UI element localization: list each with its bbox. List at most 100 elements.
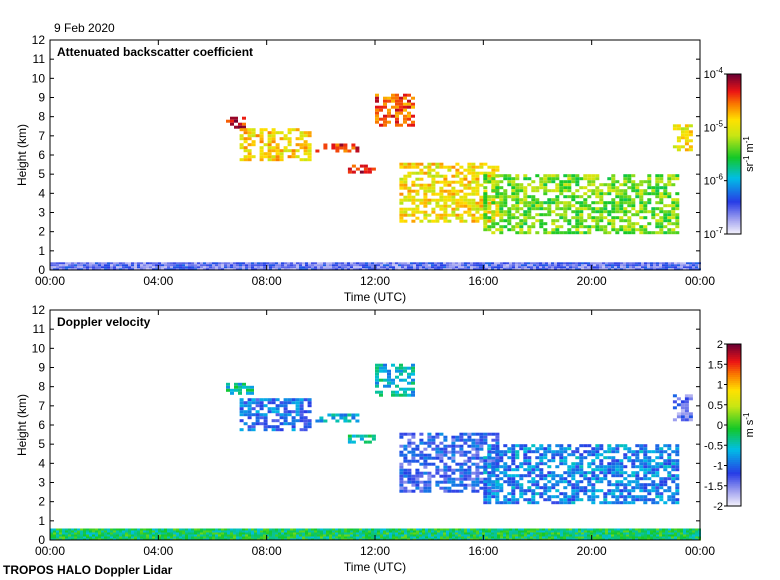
heatmap-cell xyxy=(427,480,432,484)
heatmap-cell xyxy=(523,462,528,466)
heatmap-cell xyxy=(521,264,524,267)
heatmap-cell xyxy=(487,432,492,436)
heatmap-cell xyxy=(247,401,252,405)
heatmap-cell xyxy=(471,471,476,475)
heatmap-cell xyxy=(665,536,668,539)
heatmap-cell xyxy=(665,532,668,535)
heatmap-cell xyxy=(238,125,242,129)
heatmap-cell xyxy=(461,262,464,265)
heatmap-cell xyxy=(471,477,476,481)
heatmap-cell xyxy=(671,204,676,208)
heatmap-cell xyxy=(575,528,578,531)
heatmap-cell xyxy=(137,530,140,533)
heatmap-cell xyxy=(439,189,444,193)
heatmap-cell xyxy=(523,468,528,472)
heatmap-cell xyxy=(299,528,302,531)
heatmap-cell xyxy=(551,210,556,214)
heatmap-cell xyxy=(555,489,560,493)
heatmap-cell xyxy=(242,382,246,386)
heatmap-cell xyxy=(595,189,600,193)
heatmap-cell xyxy=(443,207,448,211)
heatmap-cell xyxy=(555,189,560,193)
heatmap-feature-cloud xyxy=(375,93,415,127)
heatmap-cell xyxy=(287,264,290,267)
heatmap-cell xyxy=(338,266,341,269)
heatmap-cell xyxy=(555,465,560,469)
heatmap-cell xyxy=(459,189,464,193)
colorbar-segment xyxy=(727,368,741,371)
heatmap-cell xyxy=(507,174,512,178)
heatmap-cell xyxy=(675,498,680,502)
heatmap-cell xyxy=(545,264,548,267)
heatmap-cell xyxy=(647,201,652,205)
heatmap-cell xyxy=(650,530,653,533)
heatmap-cell xyxy=(611,183,616,187)
heatmap-cell xyxy=(675,468,680,472)
heatmap-cell xyxy=(411,450,416,454)
heatmap-cell xyxy=(551,180,556,184)
heatmap-cell xyxy=(663,189,668,193)
heatmap-cell xyxy=(643,477,648,481)
colorbar-segment xyxy=(727,433,741,436)
heatmap-cell xyxy=(407,266,410,269)
heatmap-cell xyxy=(275,428,280,432)
heatmap-cell xyxy=(203,262,206,265)
heatmap-cell xyxy=(671,201,676,205)
heatmap-cell xyxy=(611,465,616,469)
heatmap-cell xyxy=(176,268,179,271)
heatmap-cell xyxy=(423,201,428,205)
heatmap-cell xyxy=(591,489,596,493)
heatmap-cell xyxy=(447,219,452,223)
heatmap-cell xyxy=(311,266,314,269)
heatmap-cell xyxy=(470,264,473,267)
heatmap-cell xyxy=(427,435,432,439)
heatmap-cell xyxy=(467,477,472,481)
heatmap-cell xyxy=(224,266,227,269)
heatmap-cell xyxy=(627,219,632,223)
x-tick-label: 00:00 xyxy=(35,274,65,288)
heatmap-cell xyxy=(296,536,299,539)
heatmap-cell xyxy=(575,447,580,451)
heatmap-cell xyxy=(410,530,413,533)
heatmap-cell xyxy=(317,264,320,267)
heatmap-cell xyxy=(230,388,234,392)
heatmap-cell xyxy=(575,177,580,181)
heatmap-cell xyxy=(675,213,680,217)
heatmap-cell xyxy=(563,498,568,502)
heatmap-cell xyxy=(559,183,564,187)
heatmap-cell xyxy=(403,219,408,223)
heatmap-cell xyxy=(83,266,86,269)
heatmap-cell xyxy=(527,177,532,181)
heatmap-cell xyxy=(479,268,482,271)
heatmap-cell xyxy=(551,453,556,457)
heatmap-cell xyxy=(686,266,689,269)
heatmap-cell xyxy=(579,462,584,466)
heatmap-cell xyxy=(331,146,336,150)
heatmap-cell xyxy=(423,456,428,460)
heatmap-cell xyxy=(631,486,636,490)
heatmap-cell xyxy=(383,105,387,109)
heatmap-cell xyxy=(290,262,293,265)
heatmap-cell xyxy=(326,268,329,271)
heatmap-cell xyxy=(535,174,540,178)
colorbar-segment xyxy=(727,182,741,185)
heatmap-cell xyxy=(563,204,568,208)
heatmap-cell xyxy=(329,536,332,539)
heatmap-cell xyxy=(584,532,587,535)
colorbar-segment xyxy=(727,441,741,444)
heatmap-cell xyxy=(487,483,492,487)
heatmap-cell xyxy=(283,404,288,408)
heatmap-cell xyxy=(688,133,693,137)
heatmap-cell xyxy=(447,168,452,172)
heatmap-cell xyxy=(603,501,608,505)
heatmap-cell xyxy=(443,534,446,537)
heatmap-cell xyxy=(279,428,284,432)
heatmap-cell xyxy=(399,468,404,472)
heatmap-feature-cloud xyxy=(483,444,680,505)
heatmap-cell xyxy=(638,528,641,531)
heatmap-cell xyxy=(554,268,557,271)
heatmap-cell xyxy=(475,192,480,196)
heatmap-cell xyxy=(503,468,508,472)
heatmap-cell xyxy=(511,444,516,448)
heatmap-cell xyxy=(407,375,411,379)
